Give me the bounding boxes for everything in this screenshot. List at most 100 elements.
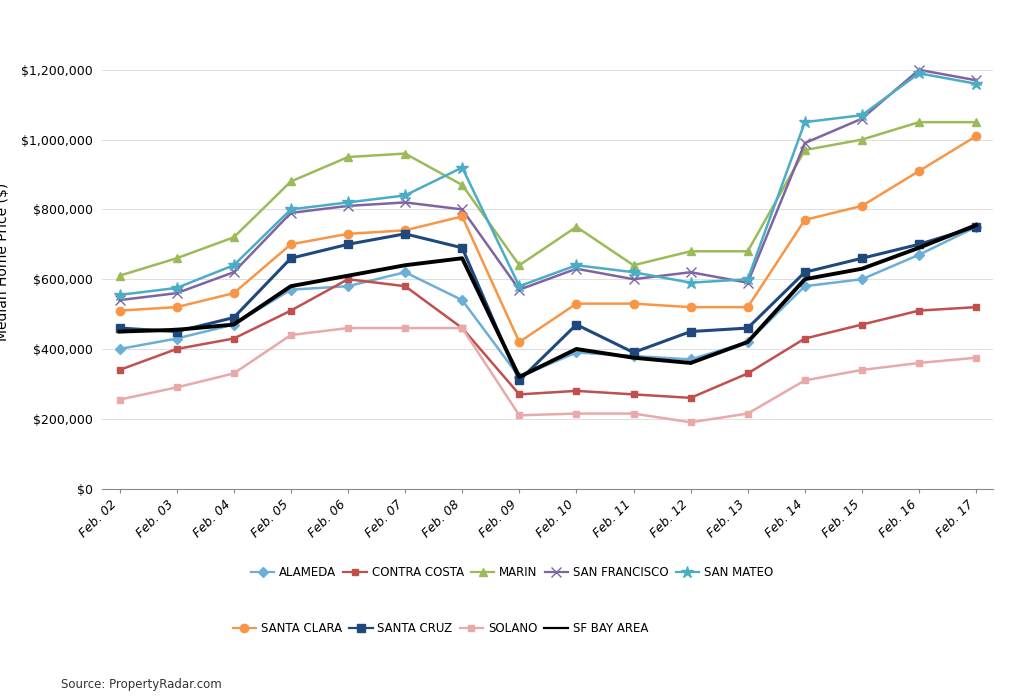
SAN MATEO: [285, 205, 297, 214]
SAN FRANCISCO: [114, 296, 126, 304]
SANTA CLARA: [456, 212, 468, 221]
Legend: ALAMEDA, CONTRA COSTA, MARIN, SAN FRANCISCO, SAN MATEO: ALAMEDA, CONTRA COSTA, MARIN, SAN FRANCI…: [246, 561, 778, 584]
ALAMEDA: [570, 348, 583, 357]
SF BAY AREA: [628, 354, 640, 362]
CONTRA COSTA: [912, 306, 925, 315]
SOLANO: [970, 354, 982, 362]
SAN FRANCISCO: [342, 202, 354, 210]
SOLANO: [741, 409, 754, 417]
Line: SF BAY AREA: SF BAY AREA: [120, 225, 976, 377]
SAN MATEO: [970, 80, 982, 88]
SANTA CLARA: [342, 230, 354, 238]
SANTA CRUZ: [799, 268, 811, 276]
MARIN: [285, 177, 297, 186]
SF BAY AREA: [856, 265, 868, 273]
SANTA CLARA: [114, 306, 126, 315]
SANTA CRUZ: [285, 254, 297, 262]
SF BAY AREA: [799, 275, 811, 283]
SANTA CRUZ: [741, 324, 754, 332]
SAN FRANCISCO: [741, 279, 754, 287]
SF BAY AREA: [170, 325, 182, 334]
SOLANO: [912, 359, 925, 367]
SANTA CRUZ: [513, 376, 525, 385]
Line: ALAMEDA: ALAMEDA: [116, 223, 980, 380]
CONTRA COSTA: [114, 366, 126, 374]
MARIN: [570, 223, 583, 231]
CONTRA COSTA: [570, 387, 583, 395]
SOLANO: [342, 324, 354, 332]
CONTRA COSTA: [399, 282, 412, 290]
ALAMEDA: [741, 338, 754, 346]
SAN FRANCISCO: [856, 114, 868, 123]
CONTRA COSTA: [799, 334, 811, 343]
SANTA CRUZ: [342, 240, 354, 248]
ALAMEDA: [456, 296, 468, 304]
SAN MATEO: [912, 69, 925, 77]
SANTA CLARA: [684, 303, 696, 311]
SOLANO: [684, 418, 696, 426]
SOLANO: [399, 324, 412, 332]
SOLANO: [513, 411, 525, 419]
SAN FRANCISCO: [399, 198, 412, 207]
Line: SANTA CLARA: SANTA CLARA: [116, 132, 980, 346]
SOLANO: [114, 395, 126, 403]
SOLANO: [570, 409, 583, 417]
SAN MATEO: [799, 118, 811, 126]
SAN MATEO: [227, 261, 240, 269]
ALAMEDA: [856, 275, 868, 283]
ALAMEDA: [684, 355, 696, 364]
SANTA CLARA: [285, 240, 297, 248]
Legend: SANTA CLARA, SANTA CRUZ, SOLANO, SF BAY AREA: SANTA CLARA, SANTA CRUZ, SOLANO, SF BAY …: [227, 617, 653, 640]
ALAMEDA: [912, 251, 925, 259]
MARIN: [912, 118, 925, 126]
CONTRA COSTA: [741, 369, 754, 378]
SAN MATEO: [684, 279, 696, 287]
SANTA CRUZ: [856, 254, 868, 262]
SAN FRANCISCO: [628, 275, 640, 283]
SANTA CRUZ: [628, 348, 640, 357]
SOLANO: [456, 324, 468, 332]
SAN MATEO: [342, 198, 354, 207]
SF BAY AREA: [285, 282, 297, 290]
SF BAY AREA: [227, 320, 240, 329]
SANTA CRUZ: [684, 327, 696, 336]
SANTA CLARA: [170, 303, 182, 311]
CONTRA COSTA: [684, 394, 696, 402]
SANTA CRUZ: [227, 313, 240, 322]
SF BAY AREA: [970, 221, 982, 229]
SANTA CLARA: [741, 303, 754, 311]
CONTRA COSTA: [342, 275, 354, 283]
SOLANO: [628, 409, 640, 417]
CONTRA COSTA: [856, 320, 868, 329]
CONTRA COSTA: [285, 306, 297, 315]
MARIN: [114, 272, 126, 280]
SF BAY AREA: [513, 373, 525, 381]
SANTA CLARA: [570, 299, 583, 308]
SANTA CLARA: [799, 216, 811, 224]
CONTRA COSTA: [227, 334, 240, 343]
SAN FRANCISCO: [170, 289, 182, 297]
ALAMEDA: [799, 282, 811, 290]
Text: Source: PropertyRadar.com: Source: PropertyRadar.com: [61, 678, 222, 691]
SANTA CLARA: [912, 167, 925, 175]
SANTA CLARA: [513, 338, 525, 346]
Line: CONTRA COSTA: CONTRA COSTA: [116, 276, 980, 401]
ALAMEDA: [513, 373, 525, 381]
Y-axis label: Median Home Price ($): Median Home Price ($): [0, 183, 9, 341]
SAN FRANCISCO: [285, 209, 297, 217]
MARIN: [684, 247, 696, 255]
SAN FRANCISCO: [570, 265, 583, 273]
SANTA CRUZ: [399, 230, 412, 238]
CONTRA COSTA: [513, 390, 525, 399]
ALAMEDA: [342, 282, 354, 290]
SF BAY AREA: [684, 359, 696, 367]
SANTA CLARA: [628, 299, 640, 308]
Line: SANTA CRUZ: SANTA CRUZ: [116, 223, 980, 385]
MARIN: [513, 261, 525, 269]
SOLANO: [227, 369, 240, 378]
SAN MATEO: [456, 163, 468, 172]
ALAMEDA: [170, 334, 182, 343]
SANTA CLARA: [399, 226, 412, 235]
ALAMEDA: [227, 320, 240, 329]
ALAMEDA: [628, 352, 640, 360]
